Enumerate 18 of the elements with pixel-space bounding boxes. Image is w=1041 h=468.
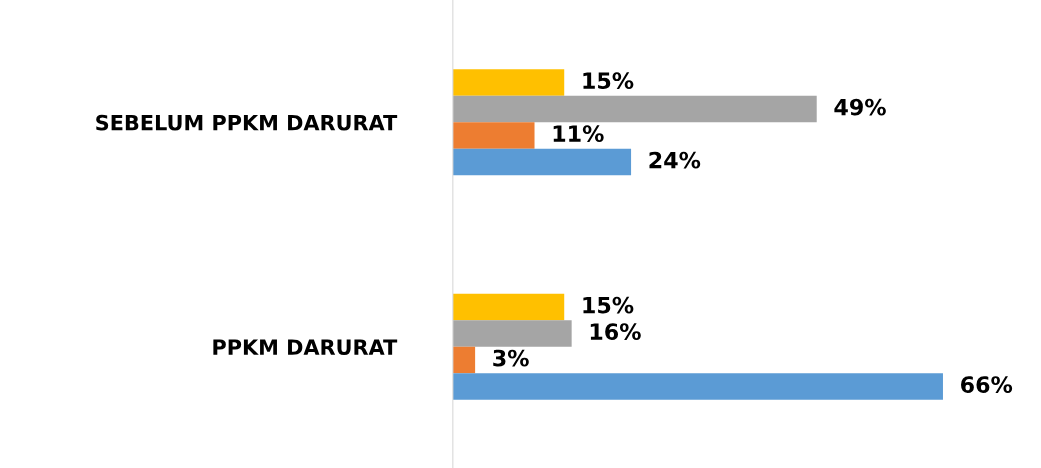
bar xyxy=(452,293,565,321)
data-label: 24% xyxy=(649,151,701,169)
bar xyxy=(452,122,535,149)
data-label: 11% xyxy=(553,125,604,143)
bar xyxy=(452,373,943,400)
data-label: 15% xyxy=(583,296,634,314)
data-label: 15% xyxy=(583,72,634,90)
y-tick-label: SEBELUM PPKM DARURAT xyxy=(96,114,398,131)
y-tick-label: PPKM DARURAT xyxy=(213,339,398,355)
bar xyxy=(452,148,632,176)
data-label: 66% xyxy=(961,376,1013,393)
bar xyxy=(452,95,817,123)
bar xyxy=(452,69,565,96)
bar xyxy=(452,320,572,347)
bar xyxy=(452,346,476,374)
data-label: 49% xyxy=(834,98,886,116)
data-label: 16% xyxy=(590,323,641,340)
data-label: 3% xyxy=(493,349,529,367)
